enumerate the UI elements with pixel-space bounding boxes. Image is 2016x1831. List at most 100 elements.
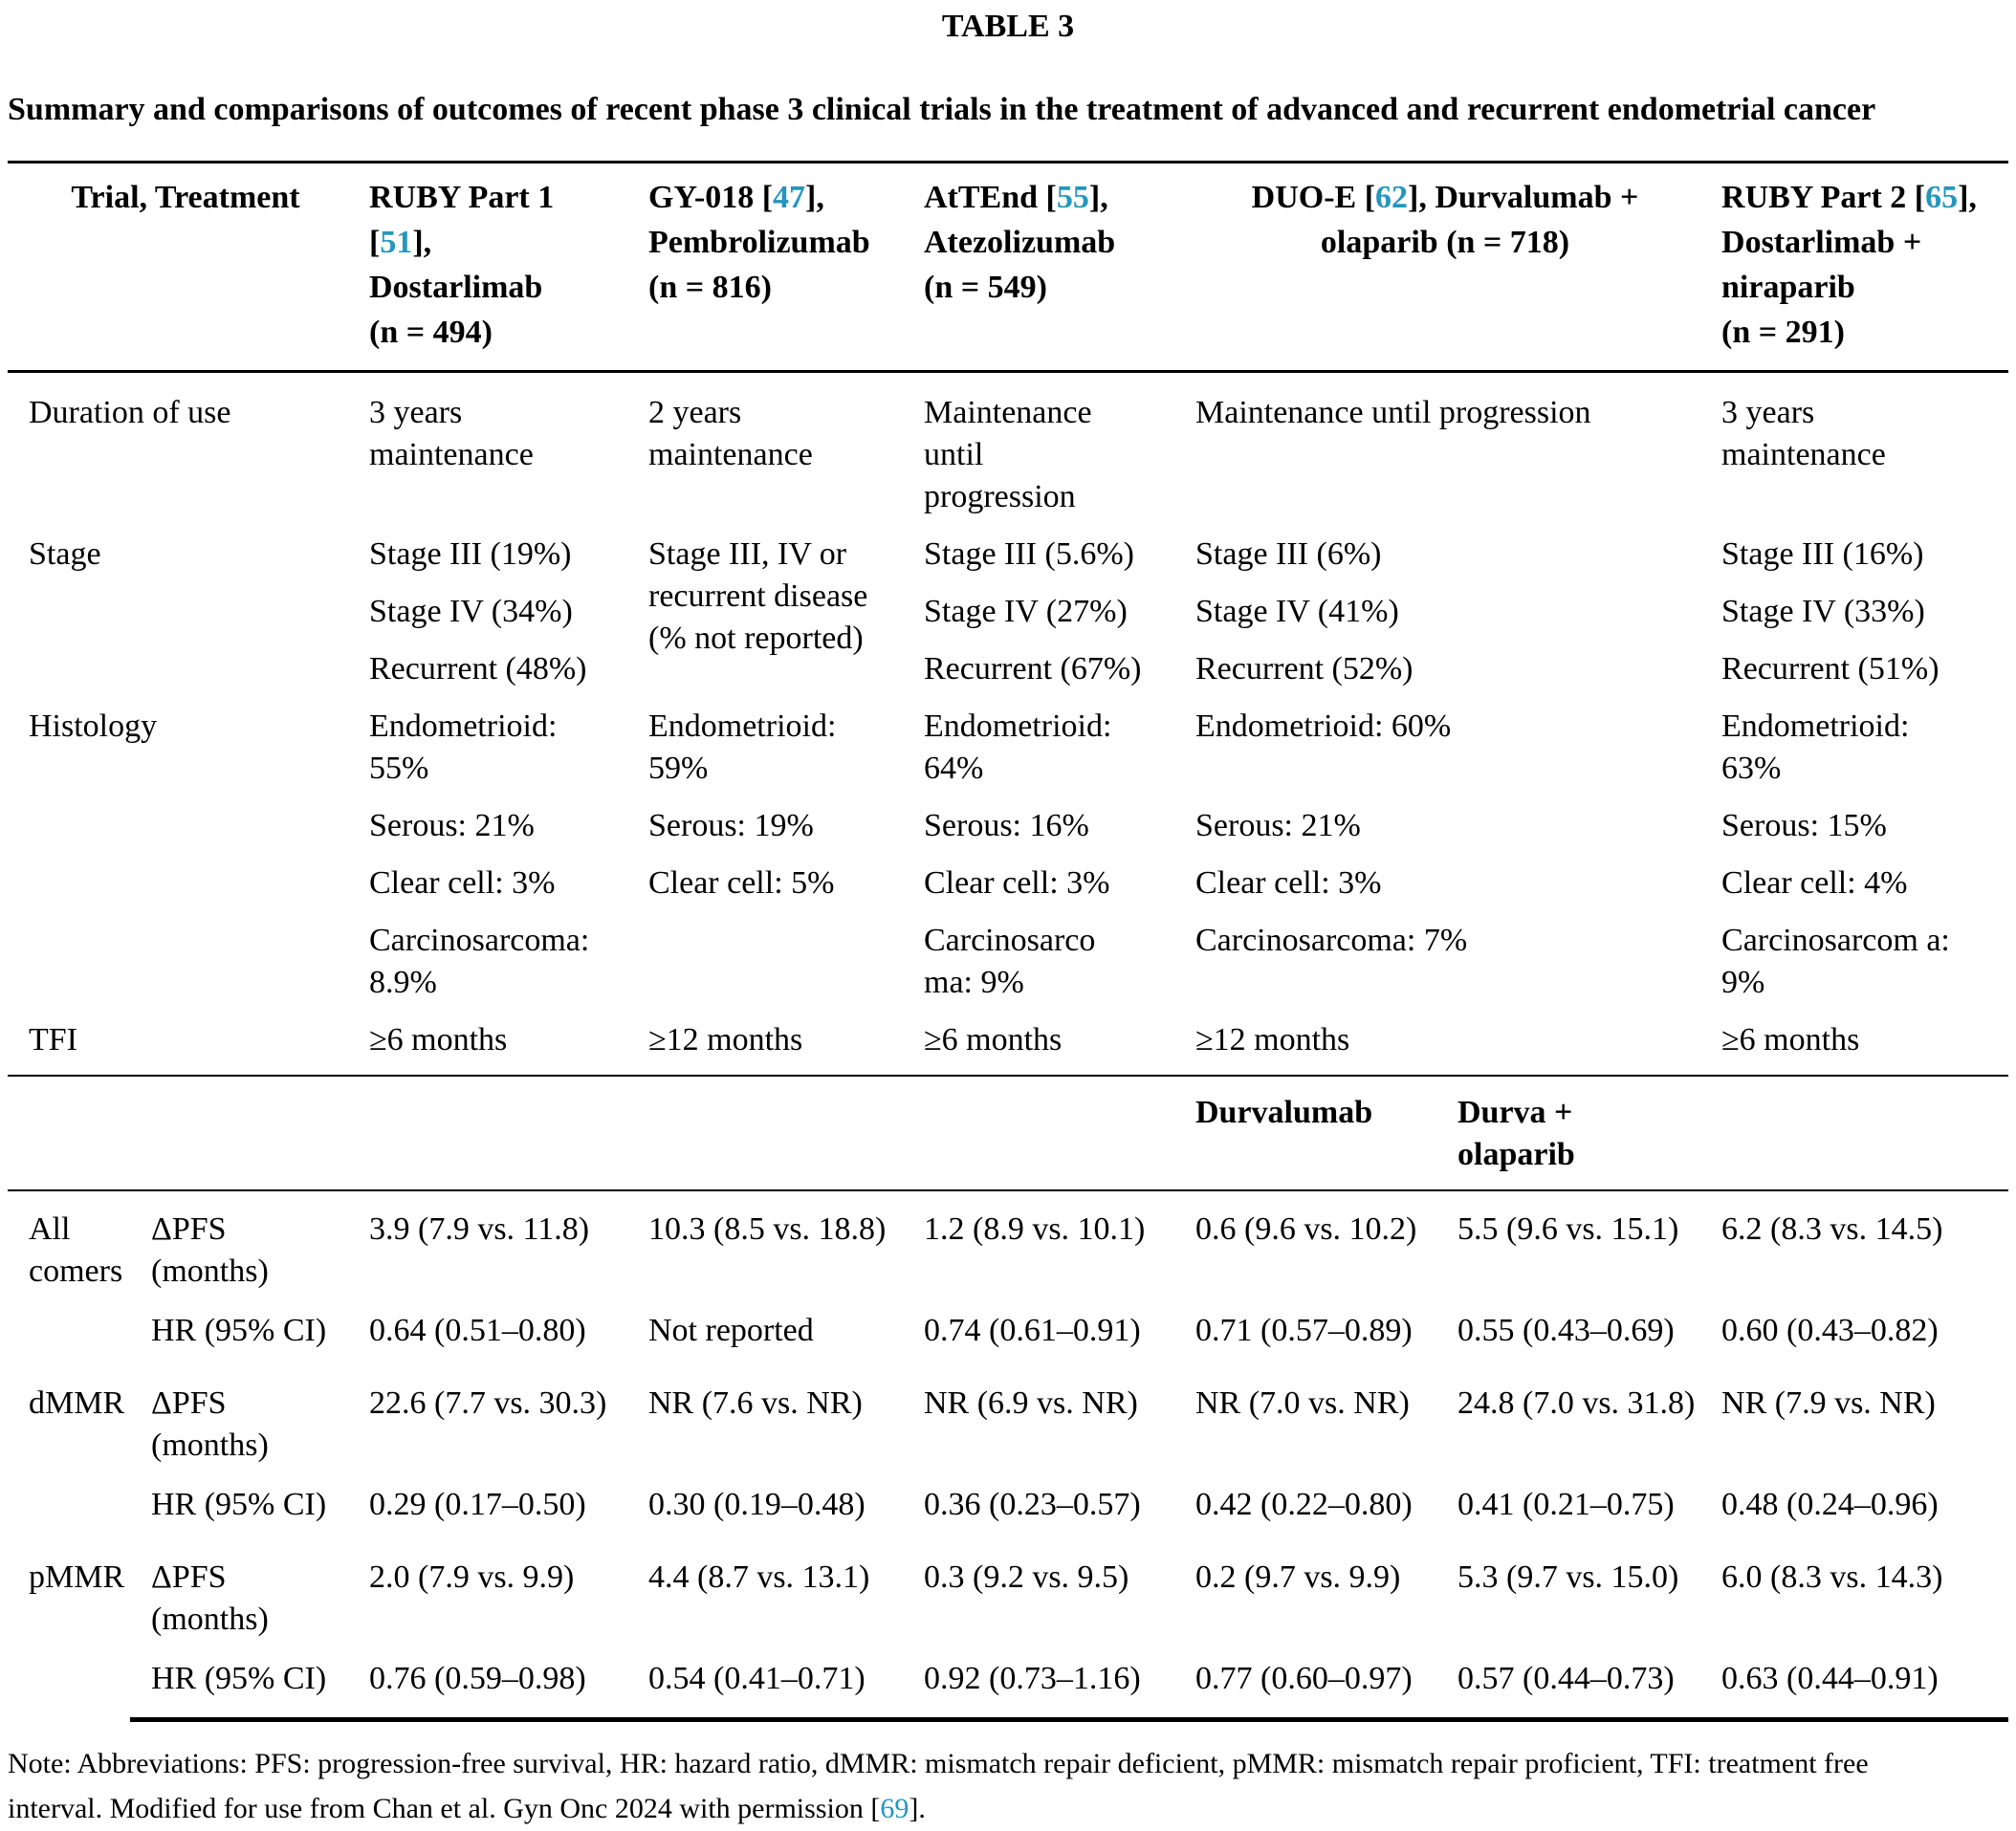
empty-cell	[8, 920, 348, 1019]
value-cell: 0.57 (0.44–0.73)	[1436, 1641, 1701, 1722]
empty-cell	[8, 591, 348, 648]
empty-cell	[903, 1076, 1174, 1191]
header-duo-e: DUO-E [62], Durvalumab + olaparib (n = 7…	[1174, 162, 1701, 373]
hist-duoe-serous: Serous: 21%	[1195, 808, 1361, 843]
stage-duoe-iii: Stage III (6%)	[1195, 536, 1382, 572]
hist-gy018-clearcell: Clear cell: 5%	[648, 865, 835, 901]
empty-cell	[8, 862, 348, 920]
hist-gy018-endometrioid: Endometrioid: 59%	[648, 708, 837, 786]
citation-link[interactable]: 55	[1056, 180, 1089, 215]
stage-ruby1-iii: Stage III (19%)	[369, 536, 572, 572]
row-label-tfi: TFI	[8, 1019, 348, 1077]
value-cell: 6.0 (8.3 vs. 14.3)	[1721, 1559, 1943, 1595]
value-cell: NR (7.9 vs. NR)	[1721, 1385, 1936, 1421]
row-label-stage: Stage	[29, 536, 101, 572]
value-cell: Not reported	[648, 1313, 814, 1348]
empty-cell	[348, 1076, 627, 1191]
metric-dpfs: ΔPFS (months)	[151, 1211, 269, 1289]
metric-dpfs: ΔPFS (months)	[151, 1559, 269, 1637]
metric-dpfs: ΔPFS (months)	[151, 1385, 269, 1463]
empty-cell	[8, 1076, 348, 1191]
histology-row-3: Clear cell: 3% Clear cell: 5% Clear cell…	[8, 862, 2008, 920]
duoe-arms-subheader-row: Durvalumab Durva + olaparib	[8, 1076, 2009, 1191]
histology-row-2: Serous: 21% Serous: 19% Serous: 16% Sero…	[8, 805, 2008, 862]
empty-cell	[1700, 1076, 2009, 1191]
pmmr-dpfs-row: pMMR ΔPFS (months) 2.0 (7.9 vs. 9.9) 4.4…	[8, 1539, 2008, 1641]
hist-duoe-endometrioid: Endometrioid: 60%	[1195, 708, 1452, 744]
stage-ruby2-iii: Stage III (16%)	[1721, 536, 1924, 572]
dmmr-dpfs-row: dMMR ΔPFS (months) 22.6 (7.7 vs. 30.3) N…	[8, 1365, 2008, 1467]
value-cell: 0.92 (0.73–1.16)	[903, 1641, 1174, 1722]
value-cell: 1.2 (8.9 vs. 10.1)	[924, 1211, 1146, 1247]
metric-hr: HR (95% CI)	[151, 1313, 327, 1348]
header-attend: AtTEnd [55], Atezolizumab (n = 549)	[903, 162, 1174, 373]
tfi-ruby2: ≥6 months	[1700, 1019, 2009, 1077]
hist-ruby1-endometrioid: Endometrioid: 55%	[369, 708, 558, 786]
value-cell: 0.48 (0.24–0.96)	[1721, 1487, 1939, 1522]
duration-gy018: 2 years maintenance	[648, 395, 813, 472]
histology-row-1: Histology Endometrioid: 55% Endometrioid…	[8, 706, 2008, 805]
value-cell: NR (6.9 vs. NR)	[924, 1385, 1138, 1421]
table-caption: Summary and comparisons of outcomes of r…	[8, 92, 1876, 127]
header-ruby-part-2: RUBY Part 2 [65], Dostarlimab + nirapari…	[1700, 162, 2009, 373]
stage-ruby1-recurrent: Recurrent (48%)	[369, 651, 587, 687]
value-cell: 6.2 (8.3 vs. 14.5)	[1721, 1211, 1943, 1247]
stage-ruby2-recurrent: Recurrent (51%)	[1721, 651, 1939, 687]
value-cell: 5.3 (9.7 vs. 15.0)	[1457, 1559, 1679, 1595]
dmmr-hr-row: HR (95% CI) 0.29 (0.17–0.50) 0.30 (0.19–…	[8, 1467, 2008, 1539]
value-cell: 0.36 (0.23–0.57)	[924, 1487, 1141, 1522]
value-cell: NR (7.0 vs. NR)	[1195, 1385, 1410, 1421]
hist-ruby2-clearcell: Clear cell: 4%	[1721, 865, 1908, 901]
tfi-gy018: ≥12 months	[627, 1019, 903, 1077]
citation-link[interactable]: 51	[380, 225, 413, 260]
hist-ruby1-carcinosarcoma: Carcinosarcoma: 8.9%	[369, 923, 590, 1000]
value-cell: 10.3 (8.5 vs. 18.8)	[648, 1211, 887, 1247]
tfi-ruby1: ≥6 months	[348, 1019, 627, 1077]
empty-cell	[8, 805, 348, 862]
citation-link[interactable]: 62	[1375, 180, 1409, 215]
value-cell: 24.8 (7.0 vs. 31.8)	[1457, 1385, 1696, 1421]
stage-attend-iii: Stage III (5.6%)	[924, 536, 1134, 572]
citation-link[interactable]: 69	[880, 1793, 909, 1824]
value-cell: 0.74 (0.61–0.91)	[924, 1313, 1141, 1348]
group-label-all-comers: All comers	[29, 1211, 123, 1289]
hist-ruby2-serous: Serous: 15%	[1721, 808, 1887, 843]
stage-attend-iv: Stage IV (27%)	[924, 594, 1128, 629]
duration-row: Duration of use 3 years maintenance 2 ye…	[8, 372, 2008, 534]
tfi-duoe: ≥12 months	[1174, 1019, 1701, 1077]
row-label-duration: Duration of use	[29, 395, 231, 430]
duration-duoe: Maintenance until progression	[1195, 395, 1591, 430]
allcomers-hr-row: HR (95% CI) 0.64 (0.51–0.80) Not reporte…	[8, 1293, 2008, 1365]
header-row: Trial, Treatment RUBY Part 1 [51], Dosta…	[8, 162, 2009, 373]
citation-link[interactable]: 65	[1925, 180, 1959, 215]
value-cell: 0.2 (9.7 vs. 9.9)	[1195, 1559, 1401, 1595]
value-cell: 5.5 (9.6 vs. 15.1)	[1457, 1211, 1679, 1247]
group-label-dmmr: dMMR	[29, 1385, 125, 1421]
value-cell: 0.60 (0.43–0.82)	[1721, 1313, 1939, 1348]
duration-ruby1: 3 years maintenance	[369, 395, 534, 472]
hist-ruby2-endometrioid: Endometrioid: 63%	[1721, 708, 1910, 786]
value-cell: 0.64 (0.51–0.80)	[369, 1313, 586, 1348]
hist-ruby1-serous: Serous: 21%	[369, 808, 535, 843]
hist-attend-clearcell: Clear cell: 3%	[924, 865, 1110, 901]
header-gy-018: GY-018 [47], Pembrolizumab (n = 816)	[627, 162, 903, 373]
stage-ruby2-iv: Stage IV (33%)	[1721, 594, 1925, 629]
value-cell: 0.42 (0.22–0.80)	[1195, 1487, 1413, 1522]
value-cell: 0.63 (0.44–0.91)	[1700, 1641, 2009, 1722]
value-cell: 0.55 (0.43–0.69)	[1457, 1313, 1675, 1348]
header-trial-treatment: Trial, Treatment	[8, 162, 348, 373]
table-footnote: Note: Abbreviations: PFS: progression-fr…	[8, 1748, 1869, 1824]
value-cell: NR (7.6 vs. NR)	[648, 1385, 863, 1421]
citation-link[interactable]: 47	[773, 180, 806, 215]
row-label-histology: Histology	[29, 708, 158, 744]
metric-hr: HR (95% CI)	[130, 1641, 348, 1722]
value-cell: 0.76 (0.59–0.98)	[348, 1641, 627, 1722]
tfi-row: TFI ≥6 months ≥12 months ≥6 months ≥12 m…	[8, 1019, 2009, 1077]
stage-row-1: Stage Stage III (19%) Stage III, IV or r…	[8, 534, 2008, 656]
stage-row-3: Recurrent (48%) Recurrent (67%) Recurren…	[8, 648, 2008, 706]
histology-row-4: Carcinosarcoma: 8.9% Carcinosarco ma: 9%…	[8, 920, 2008, 1019]
pmmr-hr-row: HR (95% CI) 0.76 (0.59–0.98) 0.54 (0.41–…	[8, 1641, 2009, 1722]
tfi-attend: ≥6 months	[903, 1019, 1174, 1077]
stage-gy018: Stage III, IV or recurrent disease (% no…	[648, 536, 868, 656]
table-number-label: TABLE 3	[941, 9, 1075, 44]
